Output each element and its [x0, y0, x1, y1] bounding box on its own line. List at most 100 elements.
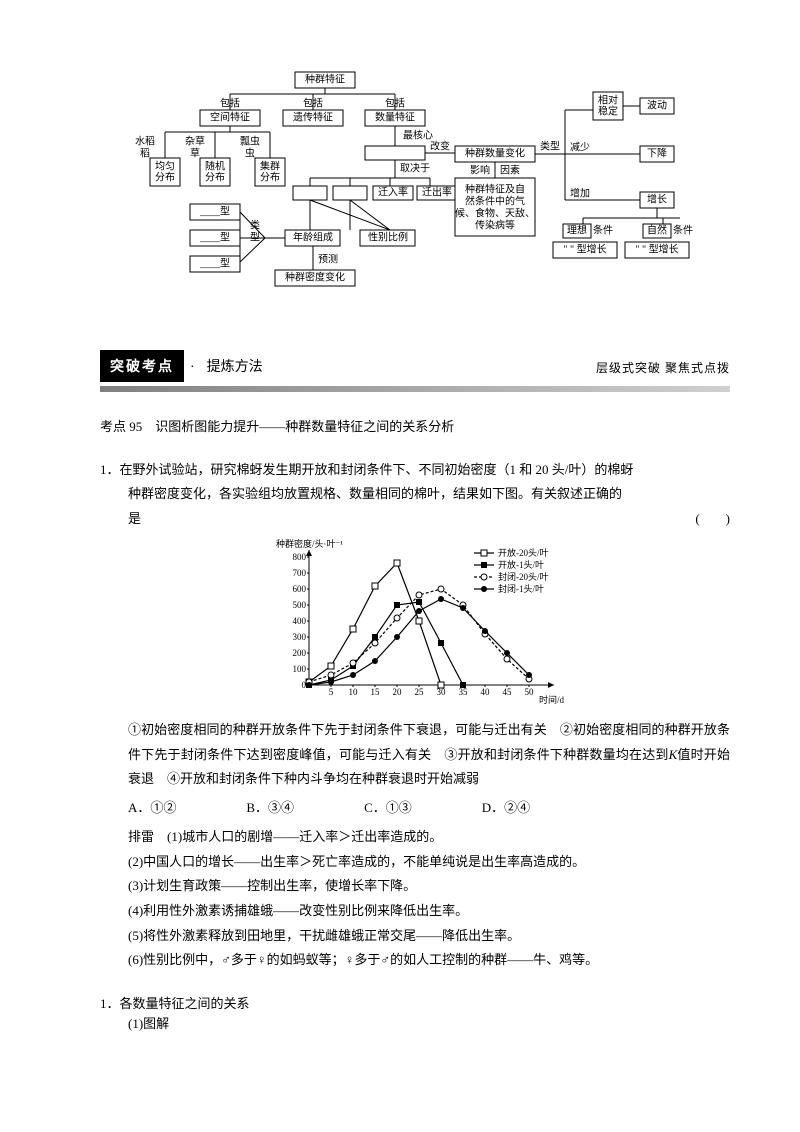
- svg-text:400: 400: [293, 616, 307, 626]
- svg-text:分布: 分布: [260, 171, 280, 183]
- concept-map-diagram: .bx { fill:#fff; stroke:#000; stroke-wid…: [135, 70, 695, 320]
- svg-text:种群密度变化: 种群密度变化: [285, 270, 345, 283]
- svg-text:传染病等: 传染病等: [475, 218, 515, 231]
- section-gradient-bar: [100, 386, 730, 392]
- svg-text:理想: 理想: [567, 223, 587, 236]
- pailei-block: 排雷 (1)城市人口的剧增——迁入率＞迁出率造成的。 (2)中国人口的增长——出…: [128, 825, 730, 973]
- svg-text:集群: 集群: [260, 159, 280, 172]
- s1-number: 1．: [100, 996, 120, 1011]
- concept-map-svg: .bx { fill:#fff; stroke:#000; stroke-wid…: [135, 70, 695, 320]
- svg-text:600: 600: [293, 584, 307, 594]
- svg-text:增长: 增长: [647, 192, 667, 205]
- svg-text:迁入率: 迁入率: [378, 185, 408, 198]
- svg-text:自然: 自然: [647, 223, 667, 236]
- svg-text:取决于: 取决于: [400, 162, 430, 174]
- svg-text:影响: 影响: [470, 163, 490, 176]
- svg-text:候、食物、天敌、: 候、食物、天敌、: [455, 206, 535, 219]
- svg-text:800: 800: [293, 552, 307, 562]
- svg-text:减少: 减少: [570, 141, 590, 153]
- svg-text:50: 50: [525, 687, 535, 697]
- svg-text:10: 10: [349, 687, 359, 697]
- svg-text:分布: 分布: [205, 171, 225, 183]
- svg-text:下降: 下降: [647, 146, 667, 159]
- svg-text:水稻: 水稻: [135, 135, 155, 147]
- svg-text:因素: 因素: [500, 163, 520, 176]
- option-a[interactable]: A．①②: [128, 796, 176, 821]
- q1-body-start: 在野外试验站，研究棉蚜发生期开放和封闭条件下、不同初始密度（1 和 20 头/叶…: [120, 462, 634, 477]
- svg-text:45: 45: [503, 687, 513, 697]
- svg-text:种群密度/头·叶⁻¹: 种群密度/头·叶⁻¹: [276, 538, 343, 549]
- option-b[interactable]: B．③④: [246, 796, 294, 821]
- svg-text:杂草: 杂草: [185, 135, 205, 147]
- q1-number: 1．: [100, 462, 120, 477]
- svg-text:类型: 类型: [540, 139, 560, 152]
- section-right: 层级式突破 聚焦式点拨: [596, 359, 730, 382]
- svg-text:包括: 包括: [220, 96, 240, 109]
- option-c[interactable]: C．①③: [364, 796, 412, 821]
- svg-text:5: 5: [329, 687, 334, 697]
- svg-text:25: 25: [415, 687, 425, 697]
- section-sub: 提炼方法: [201, 350, 269, 382]
- pailei-label: 排雷: [128, 829, 154, 844]
- s1-title: 各数量特征之间的关系: [120, 996, 250, 1011]
- q1-body-line2: 种群密度变化，各实验组均放置规格、数量相同的棉叶，结果如下图。有关叙述正确的: [128, 482, 622, 507]
- q1-options: A．①② B．③④ C．①③ D．②④: [128, 796, 730, 821]
- svg-text:性别比例: 性别比例: [368, 230, 408, 243]
- svg-text:虫: 虫: [245, 147, 255, 159]
- svg-text:遗传特征: 遗传特征: [293, 110, 333, 123]
- s1-sub1: (1)图解: [128, 1012, 730, 1037]
- svg-text:" " 型增长: " " 型增长: [635, 242, 678, 255]
- svg-text:种群特征: 种群特征: [305, 72, 345, 85]
- svg-text:条件: 条件: [673, 223, 693, 236]
- svg-text:瓢虫: 瓢虫: [240, 134, 260, 147]
- svg-text:时间/d: 时间/d: [539, 694, 565, 705]
- chart-svg: .ax{stroke:#000;stroke-width:1;fill:none…: [264, 535, 594, 705]
- svg-text:包括: 包括: [385, 96, 405, 109]
- svg-text:预测: 预测: [318, 252, 338, 265]
- svg-text:增加: 增加: [570, 186, 590, 199]
- svg-text:最核心: 最核心: [403, 128, 433, 141]
- summary-section: 1．各数量特征之间的关系 (1)图解: [100, 993, 730, 1037]
- svg-text:____型: ____型: [199, 204, 230, 217]
- svg-text:草: 草: [190, 147, 200, 159]
- svg-text:空间特征: 空间特征: [210, 110, 250, 123]
- svg-text:改变: 改变: [430, 139, 450, 152]
- exam-point-title: 考点 95 识图析图能力提升——种群数量特征之间的关系分析: [100, 416, 730, 435]
- svg-text:____型: ____型: [199, 230, 230, 243]
- svg-text:15: 15: [371, 687, 381, 697]
- svg-text:种群数量变化: 种群数量变化: [465, 146, 525, 159]
- svg-text:类: 类: [250, 218, 260, 231]
- svg-text:封闭-20头/叶: 封闭-20头/叶: [498, 571, 549, 582]
- svg-text:种群特征及自: 种群特征及自: [465, 182, 525, 195]
- svg-text:40: 40: [481, 687, 491, 697]
- svg-text:封闭-1头/叶: 封闭-1头/叶: [498, 583, 544, 594]
- svg-text:开放-1头/叶: 开放-1头/叶: [498, 559, 544, 570]
- option-d[interactable]: D．②④: [482, 796, 530, 821]
- svg-text:35: 35: [459, 687, 469, 697]
- line-chart: .ax{stroke:#000;stroke-width:1;fill:none…: [264, 535, 594, 714]
- svg-text:300: 300: [293, 632, 307, 642]
- svg-text:包括: 包括: [303, 96, 323, 109]
- svg-text:均匀: 均匀: [155, 160, 175, 172]
- section-dot: ·: [184, 354, 201, 382]
- svg-text:波动: 波动: [647, 98, 667, 111]
- question-1: 1．在野外试验站，研究棉蚜发生期开放和封闭条件下、不同初始密度（1 和 20 头…: [100, 459, 730, 973]
- svg-text:200: 200: [293, 648, 307, 658]
- answer-blank: ( ): [695, 507, 730, 532]
- svg-text:随机: 随机: [205, 159, 225, 172]
- svg-text:稻: 稻: [140, 147, 150, 159]
- svg-text:____型: ____型: [199, 256, 230, 269]
- q1-body-line3: 是: [128, 507, 141, 532]
- q1-statements: ①初始密度相同的种群开放条件下先于封闭条件下衰退，可能与迁出有关 ②初始密度相同…: [128, 718, 730, 792]
- svg-text:" " 型增长: " " 型增长: [563, 242, 606, 255]
- svg-text:稳定: 稳定: [598, 104, 618, 117]
- svg-text:数量特征: 数量特征: [375, 110, 415, 123]
- svg-text:相对: 相对: [598, 93, 618, 106]
- svg-text:迁出率: 迁出率: [422, 185, 452, 198]
- svg-text:然条件中的气: 然条件中的气: [465, 194, 525, 207]
- svg-text:20: 20: [393, 687, 403, 697]
- section-title-black: 突破考点: [100, 350, 184, 382]
- section-header: 突破考点 · 提炼方法 层级式突破 聚焦式点拨: [100, 350, 730, 392]
- svg-text:700: 700: [293, 568, 307, 578]
- svg-text:500: 500: [293, 600, 307, 610]
